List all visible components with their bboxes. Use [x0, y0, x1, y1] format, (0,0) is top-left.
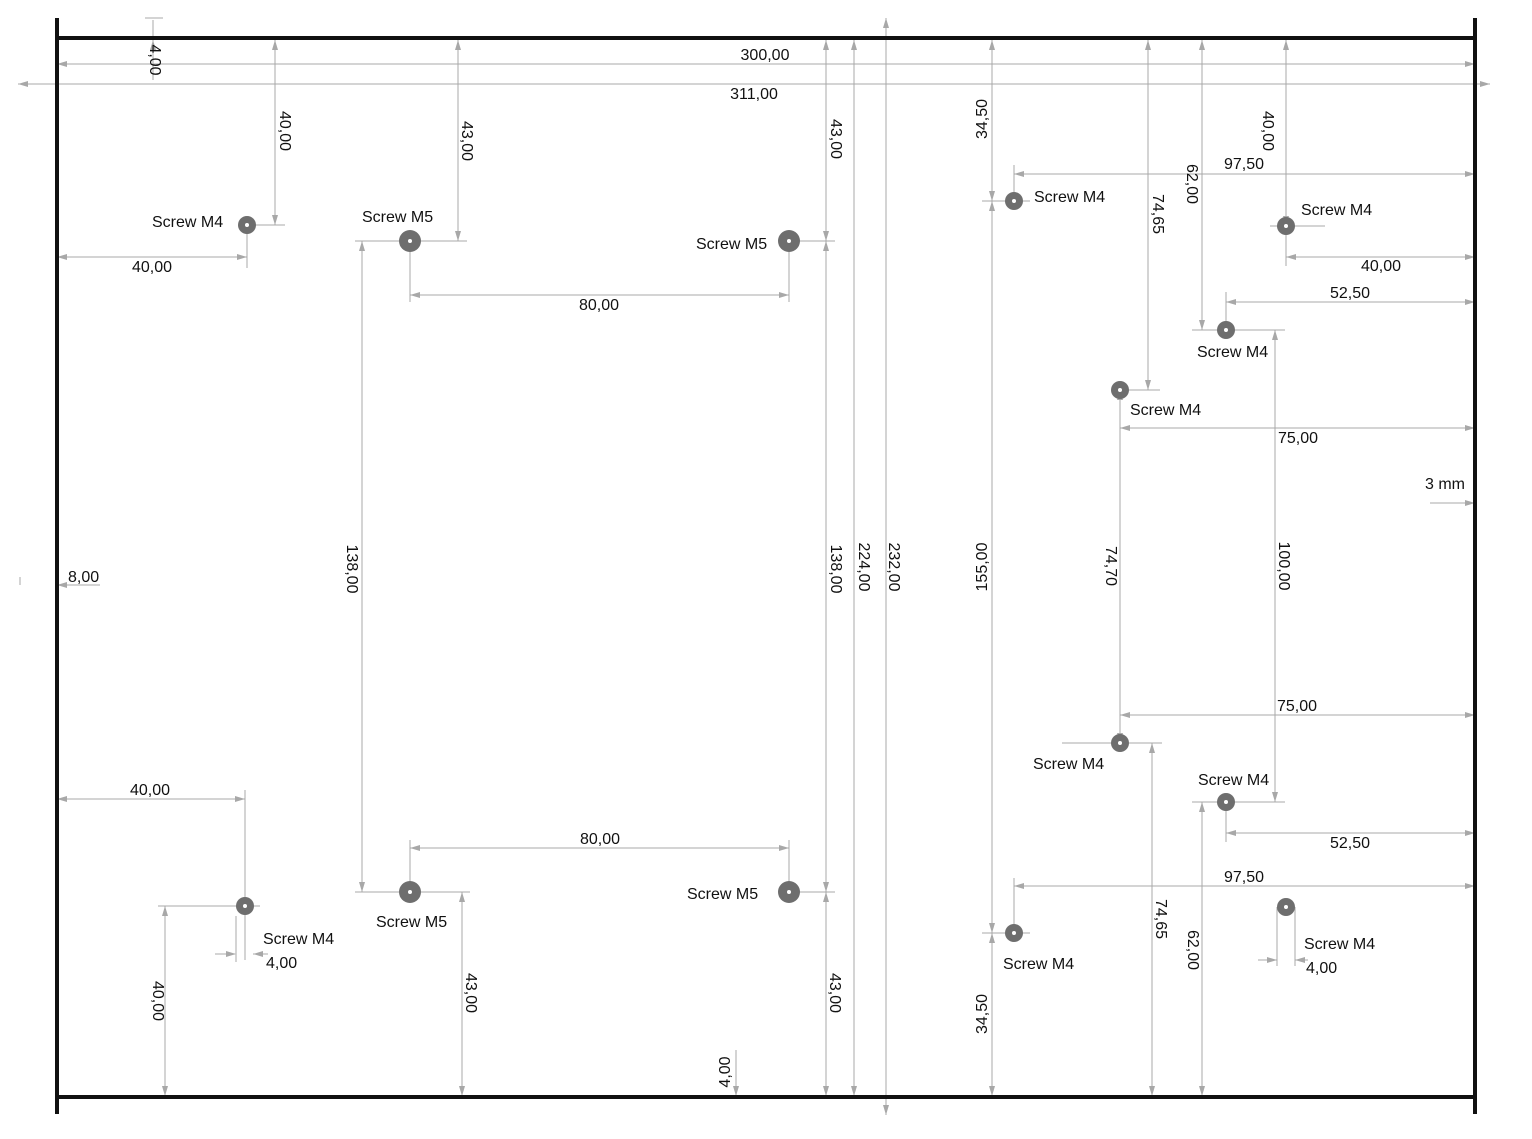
hole-m4-d-bottom — [1277, 898, 1295, 916]
label-m5-bottom-left: Screw M5 — [376, 914, 447, 931]
dim-height-232: 232,00 — [885, 543, 902, 592]
dim-left-edge: 8,00 — [68, 569, 99, 586]
dim-m5-bottom-left-y: 43,00 — [462, 973, 479, 1013]
dimension-arrows — [18, 18, 1490, 1115]
dim-m4-d-bottom-offset: 4,00 — [1306, 960, 1337, 977]
hole-m4-d-top — [1277, 217, 1295, 235]
dim-m5-top-left-y: 43,00 — [458, 121, 475, 161]
label-m4-a-bottom: Screw M4 — [1003, 956, 1074, 973]
dim-m4-a-top-x: 97,50 — [1224, 156, 1264, 173]
label-m5-top-right: Screw M5 — [696, 236, 767, 253]
hole-m5-top-left — [399, 230, 421, 252]
dim-m4-left-top-y: 40,00 — [276, 111, 293, 151]
dim-m4-a-top-y: 34,50 — [974, 99, 991, 139]
hole-m4-b-bottom — [1111, 734, 1129, 752]
dim-top-edge: 4,00 — [146, 44, 163, 75]
hole-m4-a-bottom — [1005, 924, 1023, 942]
dim-m4-a-vertical: 155,00 — [974, 542, 991, 591]
label-m4-c-bottom: Screw M4 — [1198, 772, 1269, 789]
dim-m5-bottom-right-y: 43,00 — [826, 973, 843, 1013]
label-m5-bottom-right: Screw M5 — [687, 886, 758, 903]
hole-m5-top-right — [778, 230, 800, 252]
hole-m4-c-bottom — [1217, 793, 1235, 811]
label-m4-left-top: Screw M4 — [152, 214, 223, 231]
label-m4-a-top: Screw M4 — [1034, 189, 1105, 206]
dim-m5-right-vertical: 138,00 — [827, 545, 844, 594]
label-m4-b-bottom: Screw M4 — [1033, 756, 1104, 773]
hole-m4-c-top — [1217, 321, 1235, 339]
dim-bottom-edge: 4,00 — [717, 1056, 734, 1087]
hole-m4-b-top — [1111, 381, 1129, 399]
hole-m5-bottom-left — [399, 881, 421, 903]
vertical-labels: 4,00 40,00 43,00 43,00 138,00 138,00 224… — [146, 44, 1292, 1087]
dim-m4-c-bottom-y: 62,00 — [1184, 930, 1201, 970]
label-m5-top-left: Screw M5 — [362, 209, 433, 226]
dim-m4-b-bottom-x: 75,00 — [1277, 698, 1317, 715]
dim-m4-c-vertical: 100,00 — [1275, 542, 1292, 591]
dim-m4-c-bottom-x: 52,50 — [1330, 835, 1370, 852]
dim-m5-spacing-top: 80,00 — [579, 297, 619, 314]
dim-m4-left-bottom-x: 40,00 — [130, 782, 170, 799]
dimension-lines — [18, 17, 1490, 1115]
dim-overall-311: 311,00 — [730, 86, 778, 103]
hole-m4-a-top — [1005, 192, 1023, 210]
dim-m4-left-bottom-y: 40,00 — [149, 981, 166, 1021]
dim-m4-c-top-y: 62,00 — [1183, 164, 1200, 204]
dim-m4-b-top-x: 75,00 — [1278, 430, 1318, 447]
dim-m5-left-vertical: 138,00 — [343, 545, 360, 594]
dim-m4-a-bottom-x: 97,50 — [1224, 869, 1264, 886]
dim-m4-b-top-y: 74,65 — [1149, 194, 1166, 234]
label-m4-left-bottom: Screw M4 — [263, 931, 334, 948]
dim-m4-c-top-x: 52,50 — [1330, 285, 1370, 302]
screw-holes — [236, 192, 1295, 942]
dim-m5-top-right-y: 43,00 — [827, 119, 844, 159]
label-m4-c-top: Screw M4 — [1197, 344, 1268, 361]
dim-m4-d-top-x: 40,00 — [1361, 258, 1401, 275]
dim-m4-b-bottom-y: 74,65 — [1152, 899, 1169, 939]
hole-m4-left-bottom — [236, 897, 254, 915]
dim-m4-d-top-y: 40,00 — [1259, 111, 1276, 151]
dim-right-edge: 3 mm — [1425, 476, 1465, 493]
hole-m5-bottom-right — [778, 881, 800, 903]
dim-m5-spacing-bottom: 80,00 — [580, 831, 620, 848]
dim-overall-300: 300,00 — [741, 47, 790, 64]
label-m4-d-top: Screw M4 — [1301, 202, 1372, 219]
dim-height-224: 224,00 — [855, 543, 872, 592]
dim-m4-b-vertical: 74,70 — [1102, 546, 1119, 586]
dim-m4-a-bottom-y: 34,50 — [974, 994, 991, 1034]
hole-m4-left-top — [238, 216, 256, 234]
dim-m4-left-top-x: 40,00 — [132, 259, 172, 276]
plate-frame — [55, 18, 1477, 1114]
label-m4-b-top: Screw M4 — [1130, 402, 1201, 419]
dim-m4-left-bottom-offset: 4,00 — [266, 955, 297, 972]
horizontal-labels: 300,00 311,00 8,00 3 mm Screw M4 40,00 4… — [68, 47, 1465, 977]
label-m4-d-bottom: Screw M4 — [1304, 936, 1375, 953]
